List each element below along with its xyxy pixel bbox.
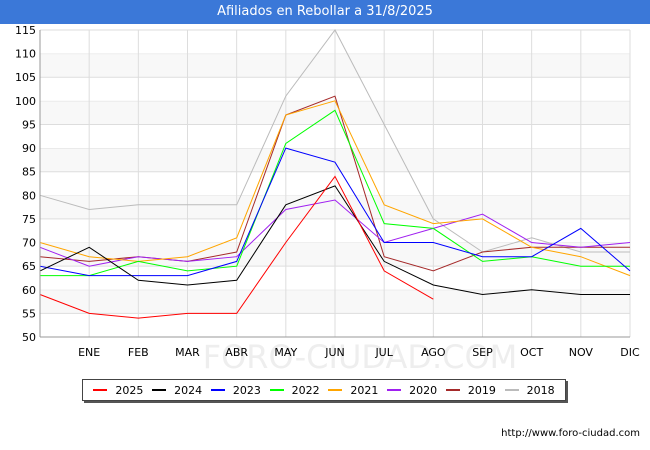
y-tick-label: 70 bbox=[22, 237, 36, 250]
chart-legend: 2025 2024 2023 2022 2021 2020 2019 2018 bbox=[82, 379, 566, 401]
y-tick-label: 115 bbox=[15, 24, 36, 37]
x-tick-label: ENE bbox=[78, 346, 100, 359]
legend-label: 2020 bbox=[409, 383, 438, 397]
y-tick-label: 85 bbox=[22, 166, 36, 179]
x-tick-label: JUN bbox=[324, 346, 345, 359]
legend-label: 2023 bbox=[232, 383, 261, 397]
legend-swatch bbox=[445, 389, 460, 391]
legend-label: 2018 bbox=[526, 383, 555, 397]
legend-swatch bbox=[210, 389, 225, 391]
series-line-2018 bbox=[39, 29, 630, 253]
series-line-2020 bbox=[39, 199, 631, 267]
y-tick-label: 50 bbox=[22, 331, 36, 344]
y-tick-label: 95 bbox=[22, 118, 36, 131]
y-tick-label: 90 bbox=[22, 142, 36, 155]
y-tick-label: 55 bbox=[22, 307, 36, 320]
series-line-2023 bbox=[39, 147, 631, 277]
legend-swatch bbox=[93, 389, 108, 391]
y-tick-label: 80 bbox=[22, 189, 36, 202]
legend-swatch bbox=[152, 389, 167, 391]
x-tick-label: MAY bbox=[274, 346, 297, 359]
legend-label: 2025 bbox=[115, 383, 144, 397]
legend-swatch bbox=[387, 389, 402, 391]
x-tick-label: SEP bbox=[472, 346, 493, 359]
x-tick-label: DIC bbox=[620, 346, 640, 359]
legend-swatch bbox=[328, 389, 343, 391]
series-line-2025 bbox=[39, 175, 434, 319]
y-tick-label: 110 bbox=[15, 48, 36, 61]
x-tick-label: MAR bbox=[175, 346, 200, 359]
watermark-text: FORO-CIUDAD.COM bbox=[203, 338, 518, 376]
legend-label: 2019 bbox=[467, 383, 496, 397]
legend-item-2023: 2023 bbox=[210, 383, 261, 397]
footer-url: http://www.foro-ciudad.com bbox=[501, 428, 640, 439]
chart-title: Afiliados en Rebollar a 31/8/2025 bbox=[0, 0, 650, 24]
legend-swatch bbox=[504, 389, 519, 391]
y-tick-label: 100 bbox=[15, 95, 36, 108]
legend-label: 2024 bbox=[174, 383, 203, 397]
series-line-2024 bbox=[39, 185, 630, 296]
legend-item-2025: 2025 bbox=[93, 384, 143, 397]
legend-item-2020: 2020 bbox=[387, 384, 437, 397]
legend-label: 2022 bbox=[291, 383, 320, 397]
x-tick-label: AGO bbox=[421, 346, 446, 359]
legend-item-2022: 2022 bbox=[269, 383, 320, 397]
x-tick-label: JUL bbox=[374, 346, 393, 359]
y-tick-label: 75 bbox=[22, 213, 36, 226]
legend-item-2018: 2018 bbox=[504, 383, 555, 397]
legend-item-2019: 2019 bbox=[445, 383, 496, 397]
legend-swatch bbox=[269, 389, 284, 391]
y-tick-label: 65 bbox=[22, 260, 36, 273]
x-tick-label: NOV bbox=[569, 346, 594, 359]
legend-label: 2021 bbox=[350, 383, 379, 397]
x-tick-label: OCT bbox=[520, 346, 543, 359]
x-tick-label: FEB bbox=[128, 346, 149, 359]
x-tick-label: ABR bbox=[225, 346, 248, 359]
legend-item-2021: 2021 bbox=[328, 384, 378, 397]
y-tick-label: 60 bbox=[22, 284, 36, 297]
y-tick-label: 105 bbox=[15, 71, 36, 84]
legend-item-2024: 2024 bbox=[152, 384, 202, 397]
